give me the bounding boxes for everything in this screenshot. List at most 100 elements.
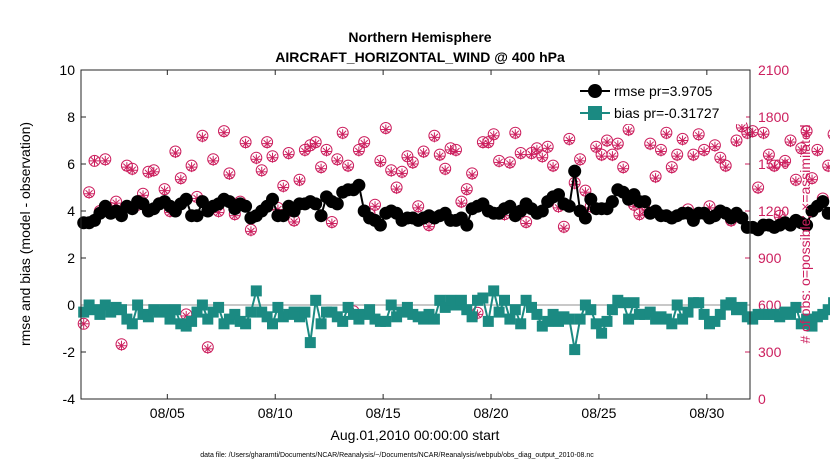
y-right-tick-label: 900: [758, 250, 782, 266]
y-tick-label: 6: [67, 156, 75, 172]
obs-assimilated-point: [326, 218, 337, 229]
x-tick-label: 08/15: [366, 405, 401, 421]
bias-point: [267, 318, 278, 330]
obs-possible-point: [77, 317, 90, 330]
obs-assimilated-point: [812, 146, 823, 157]
series-rmse: [77, 164, 830, 237]
obs-assimilated-point: [289, 216, 300, 227]
y-axis-label: rmse and bias (model - observation): [17, 122, 33, 346]
obs-assimilated-point: [488, 130, 499, 141]
obs-assimilated-point: [380, 124, 391, 135]
obs-assimilated-point: [537, 152, 548, 163]
bias-point: [504, 313, 516, 325]
obs-assimilated-point: [245, 226, 256, 237]
obs-assimilated-point: [391, 184, 402, 195]
y-right-tick-label: 2100: [758, 62, 789, 78]
bias-point: [202, 313, 214, 325]
obs-assimilated-point: [256, 166, 267, 177]
bias-point: [126, 318, 138, 330]
rmse-point: [568, 164, 582, 178]
obs-assimilated-point: [736, 122, 747, 133]
obs-assimilated-point: [423, 221, 434, 232]
bias-point: [785, 308, 796, 320]
rmse-point: [584, 192, 598, 206]
obs-assimilated-point: [386, 166, 397, 177]
obs-assimilated-point: [510, 129, 521, 140]
bias-point: [709, 315, 721, 327]
bias-point: [677, 313, 689, 325]
obs-assimilated-point: [612, 140, 623, 151]
obs-assimilated-point: [796, 144, 807, 155]
bias-point: [590, 318, 602, 330]
obs-assimilated-point: [515, 149, 526, 160]
bias-point: [725, 297, 737, 309]
obs-assimilated-point: [224, 169, 235, 180]
rmse-point: [309, 197, 323, 211]
bias-point: [547, 308, 559, 320]
bias-point: [401, 301, 413, 313]
bias-point: [99, 299, 111, 311]
rmse-point: [638, 195, 652, 209]
rmse-point: [605, 195, 619, 209]
bias-point: [229, 308, 241, 320]
obs-assimilated-point: [343, 162, 354, 173]
obs-assimilated-point: [548, 162, 559, 173]
obs-assimilated-point: [763, 151, 774, 162]
bias-point: [574, 313, 586, 325]
obs-assimilated-point: [283, 149, 294, 160]
bias-point: [515, 318, 527, 330]
y-right-tick-label: 1500: [758, 156, 789, 172]
obs-assimilated-point: [753, 184, 764, 195]
bias-point: [477, 292, 489, 304]
obs-assimilated-point: [666, 163, 677, 174]
obs-assimilated-point: [332, 155, 343, 166]
legend-rmse-marker: [588, 84, 602, 98]
rmse-point: [352, 178, 366, 192]
bias-point: [337, 315, 349, 327]
bias-point: [94, 308, 106, 320]
obs-assimilated-point: [607, 151, 618, 162]
obs-assimilated-point: [321, 146, 332, 157]
obs-assimilated-point: [709, 141, 720, 152]
x-tick-label: 08/10: [258, 405, 293, 421]
obs-assimilated-point: [159, 185, 170, 196]
obs-assimilated-point: [823, 162, 830, 173]
bias-point: [164, 313, 176, 325]
rmse-point: [276, 209, 290, 223]
obs-assimilated-point: [148, 166, 159, 177]
obs-assimilated-point: [175, 174, 186, 185]
bias-point: [342, 301, 354, 313]
legend-bias-marker: [588, 106, 602, 120]
obs-assimilated-point: [116, 340, 127, 351]
y-tick-label: -2: [63, 344, 76, 360]
obs-assimilated-point: [310, 138, 321, 149]
y-tick-label: 8: [67, 109, 75, 125]
rmse-point: [460, 218, 474, 232]
obs-assimilated-point: [186, 162, 197, 173]
obs-assimilated-point: [807, 174, 818, 185]
bias-point: [428, 313, 440, 325]
bias-point: [671, 299, 683, 311]
rmse-point: [827, 207, 830, 219]
obs-assimilated-point: [316, 163, 327, 174]
bias-point: [380, 315, 392, 327]
obs-assimilated-point: [170, 148, 181, 159]
obs-assimilated-point: [650, 173, 661, 184]
obs-assimilated-point: [305, 141, 316, 152]
bias-point: [569, 344, 581, 356]
obs-assimilated-point: [575, 155, 586, 166]
legend: rmse pr=3.9705 bias pr=-0.31727: [576, 78, 746, 124]
x-tick-label: 08/25: [581, 405, 616, 421]
y-right-tick-label: 300: [758, 344, 782, 360]
obs-assimilated-point: [688, 151, 699, 162]
bias-point: [666, 318, 678, 330]
obs-assimilated-point: [262, 138, 273, 149]
y-tick-label: 0: [67, 297, 75, 313]
rmse-point: [190, 209, 204, 223]
obs-assimilated-point: [78, 318, 89, 329]
obs-assimilated-point: [693, 130, 704, 141]
x-tick-label: 08/30: [689, 405, 724, 421]
y-tick-label: -4: [63, 391, 76, 407]
bias-point: [245, 306, 257, 318]
